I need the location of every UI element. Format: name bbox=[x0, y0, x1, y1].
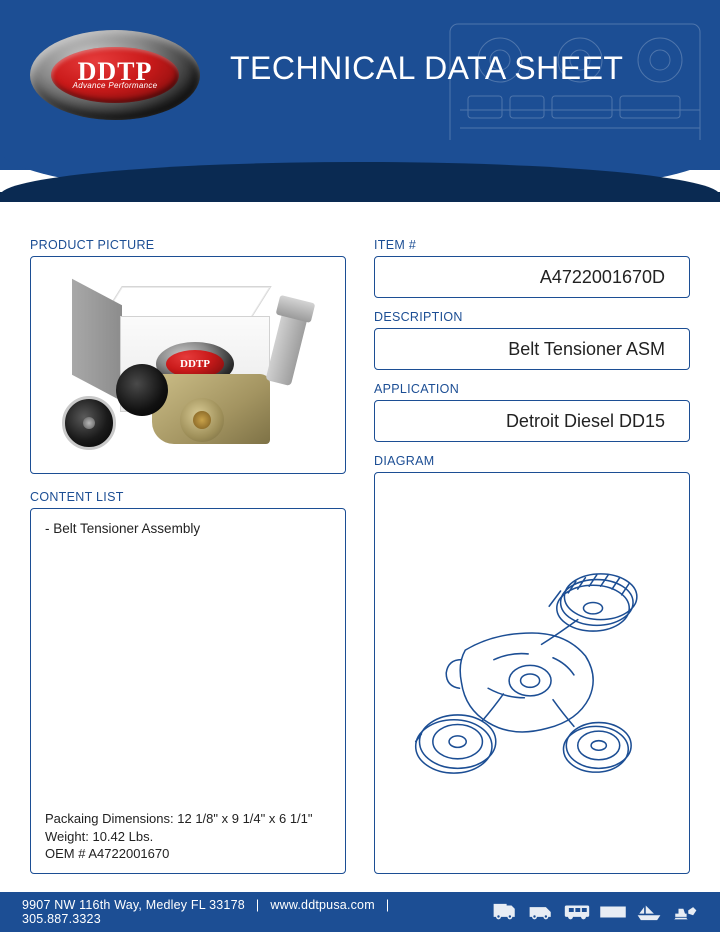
footer-vehicle-icons bbox=[492, 901, 698, 923]
excavator-icon bbox=[672, 901, 698, 923]
page-title: TECHNICAL DATA SHEET bbox=[230, 50, 623, 87]
diagram-label: DIAGRAM bbox=[374, 454, 690, 468]
item-number-value: A4722001670D bbox=[540, 267, 665, 288]
content-list-item: - Belt Tensioner Assembly bbox=[45, 521, 331, 536]
pack-weight-value: 10.42 Lbs. bbox=[92, 829, 153, 844]
pack-dim-value: 12 1/8" x 9 1/4" x 6 1/1" bbox=[177, 811, 312, 826]
description-box: Belt Tensioner ASM bbox=[374, 328, 690, 370]
pack-oem-value: A4722001670 bbox=[88, 846, 169, 861]
content-body: PRODUCT PICTURE DDTP CON bbox=[0, 210, 720, 892]
container-icon bbox=[600, 901, 626, 923]
product-picture-label: PRODUCT PICTURE bbox=[30, 238, 346, 252]
pack-dim-label: Packaing Dimensions: bbox=[45, 811, 174, 826]
left-column: PRODUCT PICTURE DDTP CON bbox=[30, 232, 346, 874]
blueprint-background bbox=[440, 10, 720, 170]
content-list-box: - Belt Tensioner Assembly Packaing Dimen… bbox=[30, 508, 346, 874]
idler-pulley-photo bbox=[62, 396, 116, 450]
description-label: DESCRIPTION bbox=[374, 310, 690, 324]
truck-icon bbox=[492, 901, 518, 923]
item-number-label: ITEM # bbox=[374, 238, 690, 252]
content-list-label: CONTENT LIST bbox=[30, 490, 346, 504]
application-label: APPLICATION bbox=[374, 382, 690, 396]
product-render: DDTP bbox=[58, 270, 318, 460]
product-picture-box: DDTP bbox=[30, 256, 346, 474]
packaging-meta: Packaing Dimensions: 12 1/8" x 9 1/4" x … bbox=[45, 810, 331, 863]
pack-weight-label: Weight: bbox=[45, 829, 89, 844]
tensioner-pulley-photo bbox=[116, 364, 168, 416]
bus-icon bbox=[564, 901, 590, 923]
diagram-svg bbox=[389, 487, 675, 859]
footer-info: 9907 NW 116th Way, Medley FL 33178 | www… bbox=[22, 898, 474, 926]
hub-photo bbox=[180, 398, 224, 442]
brand-tagline: Advance Performance bbox=[73, 81, 158, 90]
footer-phone: 305.887.3323 bbox=[22, 912, 101, 926]
item-number-box: A4722001670D bbox=[374, 256, 690, 298]
van-icon bbox=[528, 901, 554, 923]
content-list-items: - Belt Tensioner Assembly bbox=[45, 521, 331, 810]
pack-oem-label: OEM # bbox=[45, 846, 85, 861]
brand-logo: DDTP Advance Performance bbox=[30, 30, 200, 120]
application-value: Detroit Diesel DD15 bbox=[506, 411, 665, 432]
header: DDTP Advance Performance TECHNICAL DATA … bbox=[0, 0, 720, 170]
header-divider bbox=[0, 192, 720, 202]
footer-address: 9907 NW 116th Way, Medley FL 33178 bbox=[22, 898, 245, 912]
footer: 9907 NW 116th Way, Medley FL 33178 | www… bbox=[0, 892, 720, 932]
brand-name: DDTP bbox=[78, 60, 153, 83]
footer-url: www.ddtpusa.com bbox=[270, 898, 374, 912]
description-value: Belt Tensioner ASM bbox=[508, 339, 665, 360]
boat-icon bbox=[636, 901, 662, 923]
right-column: ITEM # A4722001670D DESCRIPTION Belt Ten… bbox=[374, 232, 690, 874]
diagram-box bbox=[374, 472, 690, 874]
application-box: Detroit Diesel DD15 bbox=[374, 400, 690, 442]
